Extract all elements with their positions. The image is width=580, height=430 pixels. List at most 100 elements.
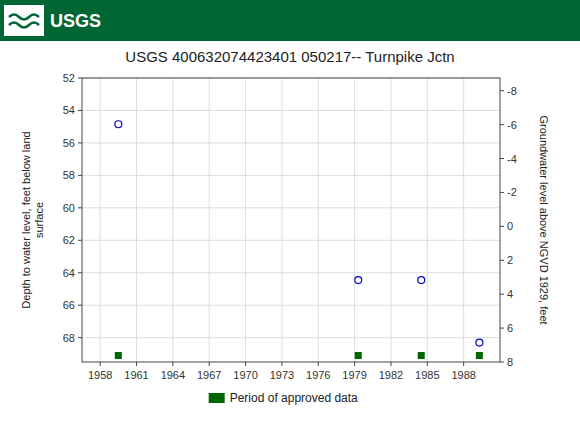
x-tick-label: 1964 [161,369,185,381]
plot-frame [82,78,500,362]
grid-line-y [82,142,500,143]
y2-tick-label: 8 [507,356,513,368]
grid-line-x [172,78,173,362]
grid-line-x [390,78,391,362]
y-tick [78,240,82,241]
circle-point [476,339,483,346]
y2-tick [500,328,504,329]
x-tick-label: 1976 [306,369,330,381]
square-point [355,352,362,359]
y-tick-label: 56 [63,137,75,149]
logo-wave [9,15,39,28]
y2-tick-label: 2 [507,254,513,266]
y2-tick-label: 6 [507,322,513,334]
y2-tick-label: -6 [507,119,517,131]
logo-box [4,5,44,36]
y-axis-label-line: Depth to water level, feet below land [20,131,32,308]
y-tick-label: 66 [63,299,75,311]
x-tick-label: 1985 [415,369,439,381]
y-tick-label: 60 [63,202,75,214]
y2-tick [500,90,504,91]
x-tick-label: 1979 [342,369,366,381]
grid-line-y [82,272,500,273]
y-tick [78,175,82,176]
x-tick [354,362,355,366]
marks [115,121,483,359]
circle-point [355,277,362,284]
y2-tick-label: -8 [507,85,517,97]
grid-line-y [82,207,500,208]
y-axis-label: Depth to water level, feet below landsur… [20,131,45,308]
y-tick [78,337,82,338]
y2-tick [500,362,504,363]
grid-line-x [463,78,464,362]
x-tick-label: 1967 [197,369,221,381]
y2-tick-label: 4 [507,288,513,300]
circle-point [115,121,122,128]
legend-label: Period of approved data [230,391,358,405]
x-tick [390,362,391,366]
x-tick-label: 1988 [451,369,475,381]
grid-line-y [82,240,500,241]
circle-point [418,277,425,284]
square-point [418,352,425,359]
y2-tick-label: -2 [507,186,517,198]
x-tick [209,362,210,366]
y2-axis-label: Groundwater level above NGVD 1929, feet [538,115,550,324]
y-tick-label: 58 [63,169,75,181]
x-tick [318,362,319,366]
y-tick-label: 54 [63,104,75,116]
y2-tick [500,192,504,193]
x-tick [281,362,282,366]
x-tick [172,362,173,366]
y-tick-label: 52 [63,72,75,84]
y-tick [78,207,82,208]
chart: USGS USGS 400632074423401 050217-- Turnpi… [0,0,580,430]
y2-tick [500,294,504,295]
y-tick-label: 64 [63,267,75,279]
grid-line-y [82,337,500,338]
y-tick [78,110,82,111]
x-tick [427,362,428,366]
y2-tick [500,158,504,159]
x-tick-label: 1973 [270,369,294,381]
x-tick [100,362,101,366]
grid-line-y [82,110,500,111]
square-point [476,352,483,359]
x-tick-label: 1970 [233,369,257,381]
y-tick-label: 68 [63,332,75,344]
grid-line-x [245,78,246,362]
grid-line-x [100,78,101,362]
y-tick [78,142,82,143]
square-point [115,352,122,359]
grid [82,78,500,362]
y-tick [78,305,82,306]
grid-line-x [427,78,428,362]
header-text: USGS [50,11,101,31]
y-axis-label-line: surface [33,202,45,238]
grid-line-x [136,78,137,362]
title: USGS 400632074423401 050217-- Turnpike J… [125,48,454,65]
header-bar [0,0,580,41]
x-tick [463,362,464,366]
x-tick-label: 1982 [379,369,403,381]
y2-tick [500,260,504,261]
y2-tick [500,124,504,125]
grid-line-x [354,78,355,362]
grid-line-y [82,175,500,176]
y2-tick-label: 0 [507,220,513,232]
grid-line-x [318,78,319,362]
grid-line-x [281,78,282,362]
axes: 1958 1961 1964 1967 1970 1973 1976 1979 1982 1985… [63,72,517,381]
grid-line-y [82,305,500,306]
y-tick-label: 62 [63,234,75,246]
grid-line-x [209,78,210,362]
x-tick [136,362,137,366]
x-tick-label: 1961 [124,369,148,381]
y-tick [78,78,82,79]
legend: Period of approved data [209,391,358,405]
x-tick [245,362,246,366]
y2-tick [500,226,504,227]
y-tick [78,272,82,273]
x-tick-label: 1958 [88,369,112,381]
